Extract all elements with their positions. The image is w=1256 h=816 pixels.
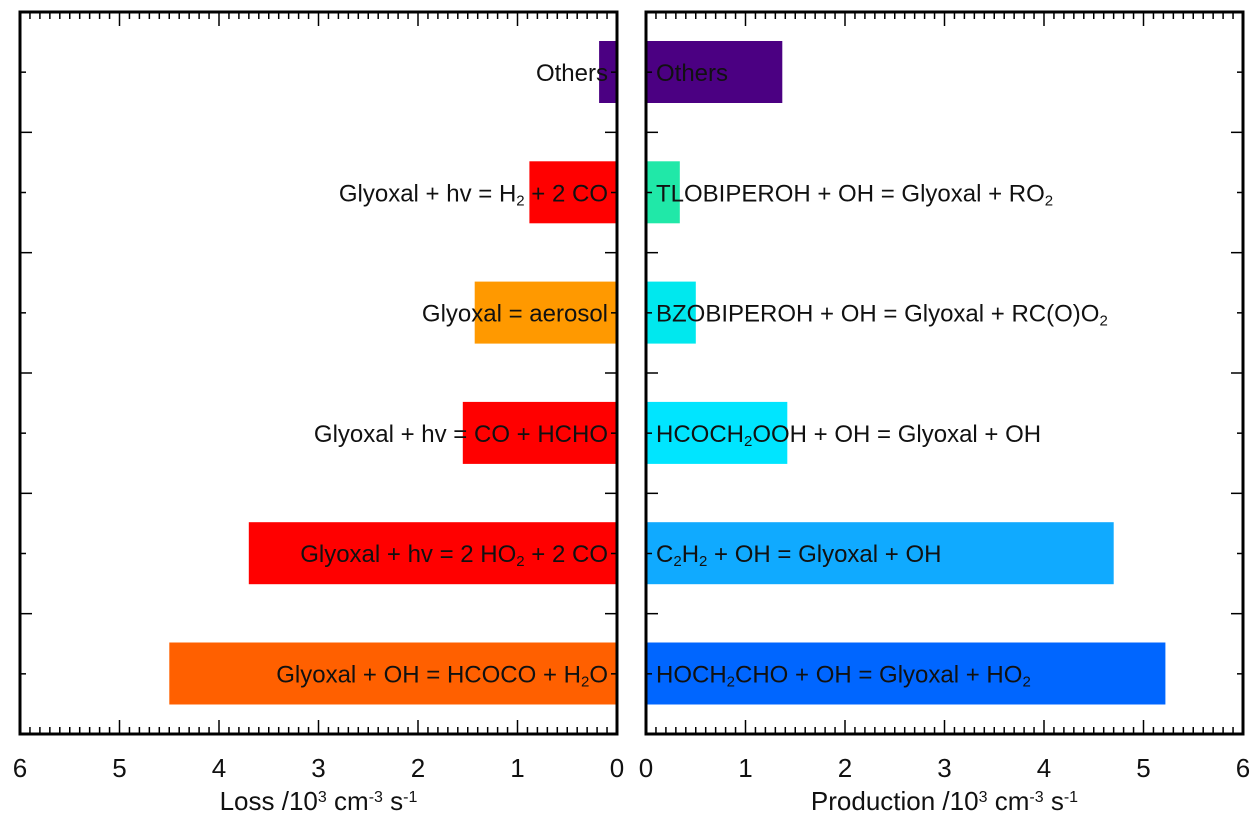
production-x-tick-label: 1 — [738, 753, 752, 783]
loss-bar-label-6: Glyoxal + OH = HCOCO + H2O — [276, 662, 608, 691]
production-x-tick-label: 0 — [639, 753, 653, 783]
loss-x-tick-label: 5 — [112, 753, 126, 783]
loss-bar-5 — [248, 522, 618, 585]
production-x-tick-label: 6 — [1236, 753, 1250, 783]
loss-x-tick-label: 0 — [610, 753, 624, 783]
production-bar-1 — [646, 41, 783, 103]
loss-plot-frame — [18, 10, 619, 736]
production-bar-label-5: C2H2 + OH = Glyoxal + OH — [656, 541, 941, 570]
loss-x-tick-label: 3 — [311, 753, 325, 783]
loss-bar-label-4: Glyoxal + hv = CO + HCHO — [314, 421, 608, 448]
production-bar-label-4: HCOCH2OOH + OH = Glyoxal + OH — [656, 421, 1041, 450]
production-bar-5 — [646, 522, 1114, 585]
production-bar-label-1: Others — [656, 60, 728, 87]
production-x-tick-label: 3 — [937, 753, 951, 783]
loss-x-axis-title: Loss /103 cm-3 s-1 — [220, 786, 418, 816]
loss-bar-1 — [599, 41, 617, 103]
loss-panel: Others Glyoxal + hv = H2 + 2 CO Glyoxal = … — [13, 10, 624, 816]
production-x-tick-label: 5 — [1136, 753, 1150, 783]
loss-x-tick-label: 6 — [13, 753, 27, 783]
loss-bar-label-5: Glyoxal + hv = 2 HO2 + 2 CO — [300, 541, 608, 570]
production-panel: Others TLOBIPEROH + OH = Glyoxal + RO2 BZO… — [639, 10, 1250, 816]
loss-bar-label-2: Glyoxal + hv = H2 + 2 CO — [339, 180, 608, 209]
production-bar-label-3: BZOBIPEROH + OH = Glyoxal + RC(O)O2 — [656, 301, 1108, 330]
production-bar-3 — [646, 281, 696, 344]
production-plot-frame — [644, 10, 1245, 736]
loss-bar-label-1: Others — [536, 60, 608, 87]
loss-bar-6 — [169, 642, 618, 705]
loss-x-tick-label: 2 — [411, 753, 425, 783]
loss-x-tick-label: 1 — [510, 753, 524, 783]
loss-bar-4 — [462, 401, 617, 464]
loss-bar-3 — [474, 281, 617, 344]
production-bar-label-2: TLOBIPEROH + OH = Glyoxal + RO2 — [656, 180, 1053, 209]
production-bar-label-6: HOCH2CHO + OH = Glyoxal + HO2 — [656, 662, 1031, 691]
loss-bar-2 — [529, 161, 617, 224]
production-x-tick-label: 4 — [1037, 753, 1051, 783]
production-x-tick-label: 2 — [838, 753, 852, 783]
production-bar-6 — [646, 642, 1166, 705]
production-bar-4 — [646, 401, 788, 464]
loss-bar-label-3: Glyoxal = aerosol — [422, 301, 608, 328]
production-x-axis-title: Production /103 cm-3 s-1 — [811, 786, 1078, 816]
loss-x-tick-label: 4 — [212, 753, 226, 783]
